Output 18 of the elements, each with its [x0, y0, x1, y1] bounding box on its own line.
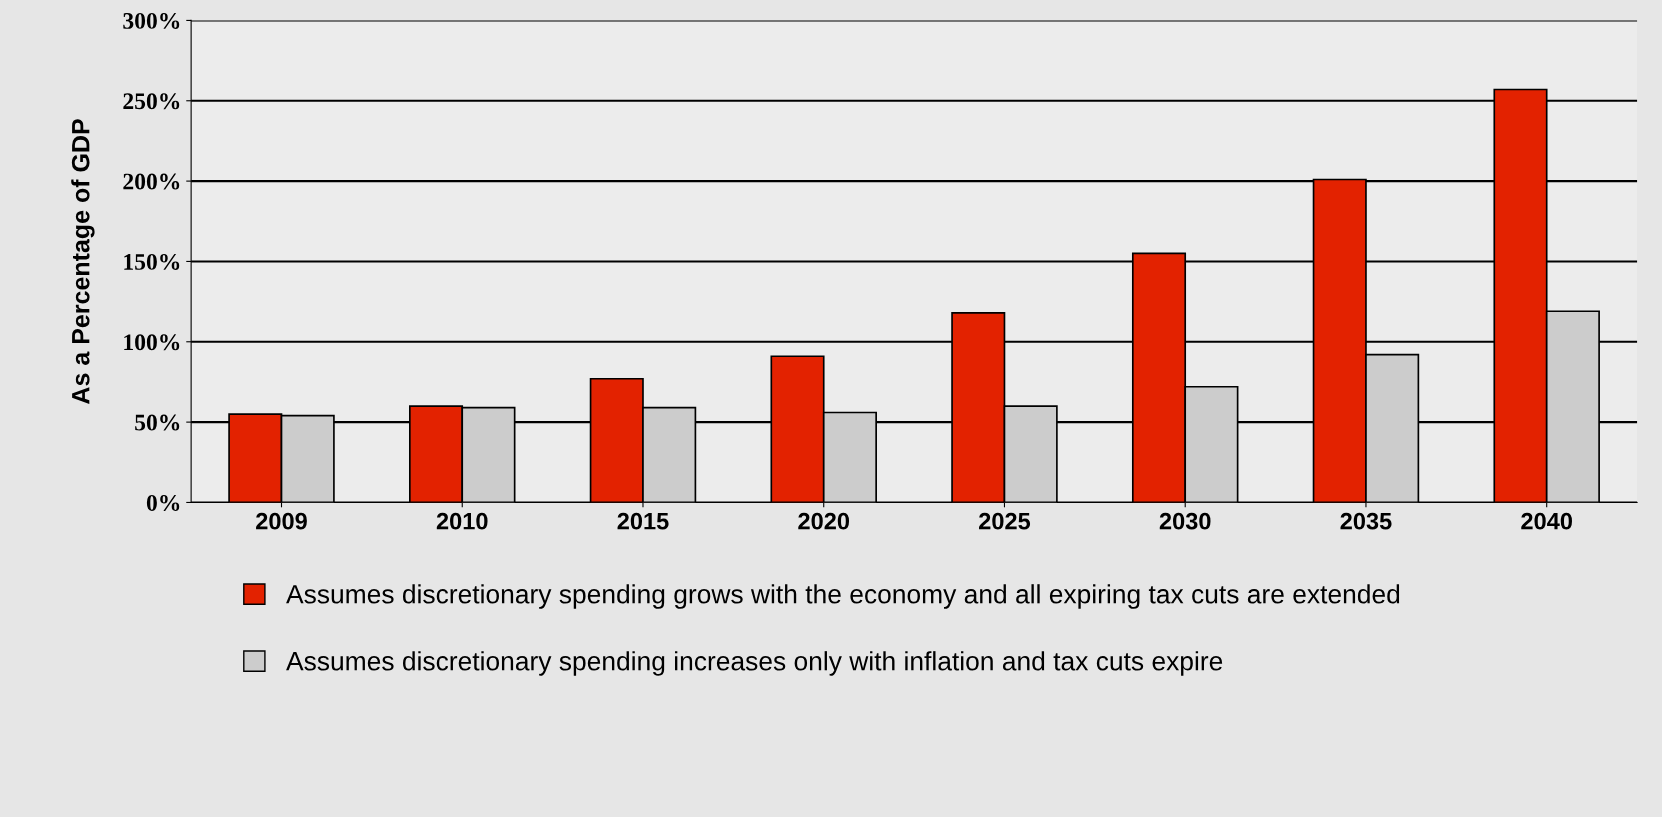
x-tick-label: 2035	[1340, 512, 1392, 530]
x-tick-label: 2040	[1521, 512, 1572, 530]
x-tick-label: 2030	[1159, 512, 1211, 530]
legend-label: Assumes discretionary spending increases only with inflation and tax cuts expire	[286, 651, 1223, 676]
y-tick-label: 200%	[123, 173, 180, 190]
y-tick-label: 300%	[123, 12, 180, 29]
y-tick-label: 50%	[135, 414, 180, 431]
x-tick-label: 2009	[256, 512, 307, 530]
y-tick-label: 250%	[123, 93, 180, 110]
x-tick-label: 2015	[617, 512, 669, 530]
x-tick-label: 2020	[798, 512, 850, 530]
legend-label: Assumes discretionary spending grows with the economy and all expiring tax cuts are extended	[286, 584, 1400, 609]
x-tick-label: 2025	[979, 512, 1031, 530]
y-tick-label: 100%	[124, 334, 180, 351]
x-tick-label: 2010	[436, 512, 488, 530]
y-tick-label: 150%	[124, 253, 180, 270]
y-axis-title: As a Percentage of GDP	[71, 119, 95, 404]
y-tick-label: 0%	[146, 494, 180, 511]
